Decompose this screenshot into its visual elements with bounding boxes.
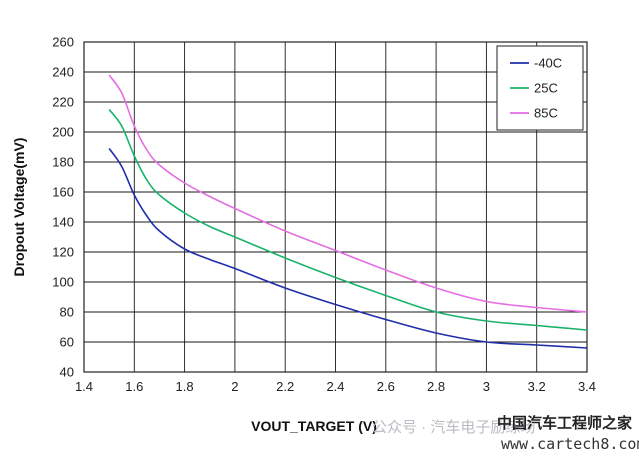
y-tick-label: 180 xyxy=(52,155,74,170)
x-tick-label: 2 xyxy=(231,379,238,394)
legend-label: 25C xyxy=(534,81,558,96)
x-tick-label: 1.6 xyxy=(125,379,143,394)
x-tick-label: 2.6 xyxy=(377,379,395,394)
y-tick-label: 160 xyxy=(52,185,74,200)
plot-frame xyxy=(83,41,588,373)
legend-label: -40C xyxy=(534,56,562,71)
x-tick-label: 3.2 xyxy=(528,379,546,394)
y-tick-label: 140 xyxy=(52,215,74,230)
y-tick-label: 260 xyxy=(52,35,74,50)
series-line-2 xyxy=(108,74,588,313)
y-tick-label: 120 xyxy=(52,245,74,260)
x-axis-title: VOUT_TARGET (V) xyxy=(251,418,377,434)
x-tick-label: 1.4 xyxy=(75,379,93,394)
watermark-brand: 中国汽车工程师之家 xyxy=(497,414,632,432)
x-tick-label: 3.4 xyxy=(578,379,596,394)
y-axis-title: Dropout Voltage(mV) xyxy=(11,138,27,277)
tick-labels: 1.4 1.6 1.8 2 2.2 2.4 2.6 2.8 3 3.2 3.4 40 60 80 100 12… xyxy=(52,35,596,395)
series-line-1 xyxy=(108,108,588,331)
legend-label: 85C xyxy=(534,106,558,121)
y-tick-label: 80 xyxy=(60,305,74,320)
series-line-0 xyxy=(108,148,588,349)
legend: -40C 25C 85C xyxy=(496,45,584,131)
x-tick-label: 2.4 xyxy=(326,379,344,394)
y-tick-label: 240 xyxy=(52,65,74,80)
watermark-wechat: 公众号 · 汽车电子励练场 xyxy=(372,419,535,436)
watermark: 公众号 · 汽车电子励练场 中国汽车工程师之家 www.cartech8.com xyxy=(372,414,639,453)
y-tick-label: 40 xyxy=(60,365,74,380)
y-tick-label: 220 xyxy=(52,95,74,110)
x-tick-label: 1.8 xyxy=(176,379,194,394)
x-tick-label: 2.8 xyxy=(427,379,445,394)
y-tick-label: 60 xyxy=(60,335,74,350)
y-tick-label: 100 xyxy=(52,275,74,290)
watermark-site: www.cartech8.com xyxy=(501,435,639,453)
y-tick-label: 200 xyxy=(52,125,74,140)
series-lines xyxy=(108,74,588,349)
x-tick-label: 2.2 xyxy=(276,379,294,394)
x-tick-label: 3 xyxy=(483,379,490,394)
